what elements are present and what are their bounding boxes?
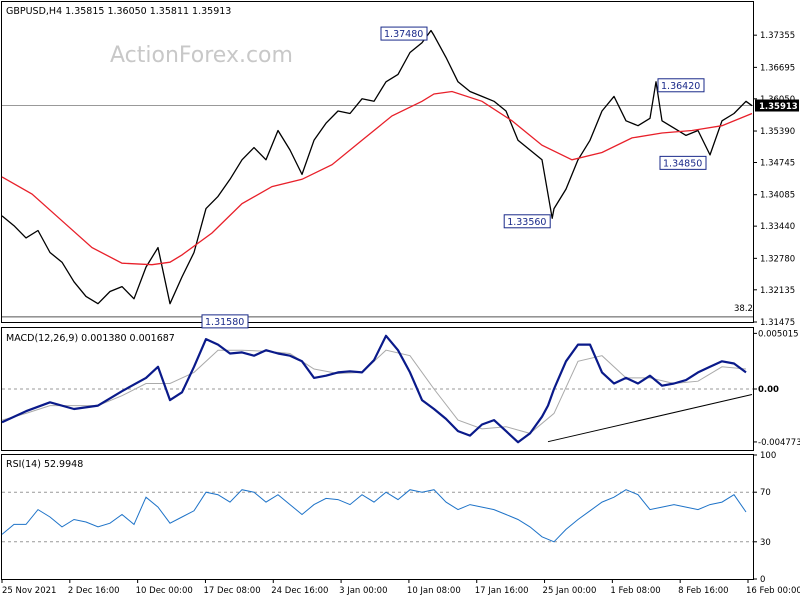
annotation-box: [201, 314, 249, 329]
last-price-label: 1.35913: [759, 102, 798, 112]
macd-label: MACD(12,26,9) 0.001380 0.001687: [6, 333, 175, 344]
moving-average-line: [1, 90, 753, 266]
x-tick-label: 1 Feb 08:00: [610, 586, 660, 596]
rsi-y-tick-label: 100: [760, 451, 776, 461]
price-annotation: 1.31580: [201, 314, 249, 329]
rsi-label: RSI(14) 52.9948: [6, 459, 83, 470]
chart-header: GBPUSD,H4 1.35815 1.36050 1.35811 1.3591…: [6, 6, 231, 17]
annotation-box: [380, 26, 428, 41]
x-tick-label: 16 Feb 00:00: [746, 586, 800, 596]
x-tick-label: 24 Dec 16:00: [271, 586, 328, 596]
rsi-y-tick-label: 30: [760, 538, 771, 548]
annotation-box: [659, 155, 707, 170]
price-annotation: 1.33560: [503, 214, 551, 229]
macd-y-tick-label: 0.00: [758, 385, 779, 395]
macd-trendline: [547, 394, 753, 443]
price-annotation: 1.36420: [657, 78, 705, 93]
x-tick-label: 2 Dec 16:00: [68, 586, 120, 596]
rsi-line: [1, 489, 747, 543]
price-annotation: 1.34850: [659, 155, 707, 170]
annotation-label: 1.31580: [205, 317, 244, 328]
annotation-box: [503, 214, 551, 229]
x-tick-label: 10 Jan 08:00: [407, 586, 461, 596]
fib-label: 38.2: [734, 304, 753, 314]
macd-layer: [1, 334, 753, 444]
x-tick-label: 10 Dec 00:00: [136, 586, 193, 596]
x-tick-label: 25 Nov 2021: [2, 586, 56, 596]
rsi-y-tick-label: 70: [760, 488, 771, 498]
x-tick-label: 3 Jan 00:00: [339, 586, 387, 596]
macd-line: [1, 334, 747, 444]
price-y-tick-label: 1.34745: [760, 158, 795, 168]
macd-y-tick-label: 0.005015: [758, 329, 799, 339]
annotation-box: [657, 78, 705, 93]
annotation-label: 1.37480: [384, 29, 423, 40]
annotation-label: 1.34850: [663, 158, 702, 169]
rsi-panel-frame: [1, 454, 754, 580]
price-layer: 1.37480 1.36420 1.33560 1.34850 1.31580: [1, 26, 753, 329]
price-y-tick-label: 1.32135: [760, 286, 795, 296]
annotation-label: 1.33560: [507, 217, 546, 228]
price-y-tick-label: 1.36695: [760, 63, 795, 73]
price-y-tick-label: 1.35390: [760, 127, 795, 137]
price-panel-frame: [1, 1, 754, 323]
price-line: [1, 29, 753, 305]
annotation-label: 1.36420: [661, 81, 700, 92]
x-tick-label: 8 Feb 16:00: [678, 586, 728, 596]
x-tick-label: 25 Jan 00:00: [543, 586, 597, 596]
rsi-y-tick-label: 0: [760, 575, 765, 585]
price-y-tick-label: 1.37355: [760, 31, 795, 41]
last-price-badge: [755, 99, 799, 112]
rsi-layer: [1, 489, 753, 543]
price-y-tick-label: 1.34085: [760, 191, 795, 201]
price-y-tick-label: 1.31475: [760, 318, 795, 328]
price-y-tick-label: 1.32780: [760, 254, 795, 264]
price-y-tick-label: 1.33440: [760, 222, 795, 232]
x-tick-label: 17 Dec 08:00: [203, 586, 260, 596]
x-tick-label: 17 Jan 16:00: [475, 586, 529, 596]
price-annotation: 1.37480: [380, 26, 428, 41]
axis-layer: 1.373551.366951.360501.353901.347451.340…: [1, 31, 800, 596]
macd-y-tick-label: -0.004773: [758, 438, 800, 448]
watermark: ActionForex.com: [110, 43, 293, 68]
